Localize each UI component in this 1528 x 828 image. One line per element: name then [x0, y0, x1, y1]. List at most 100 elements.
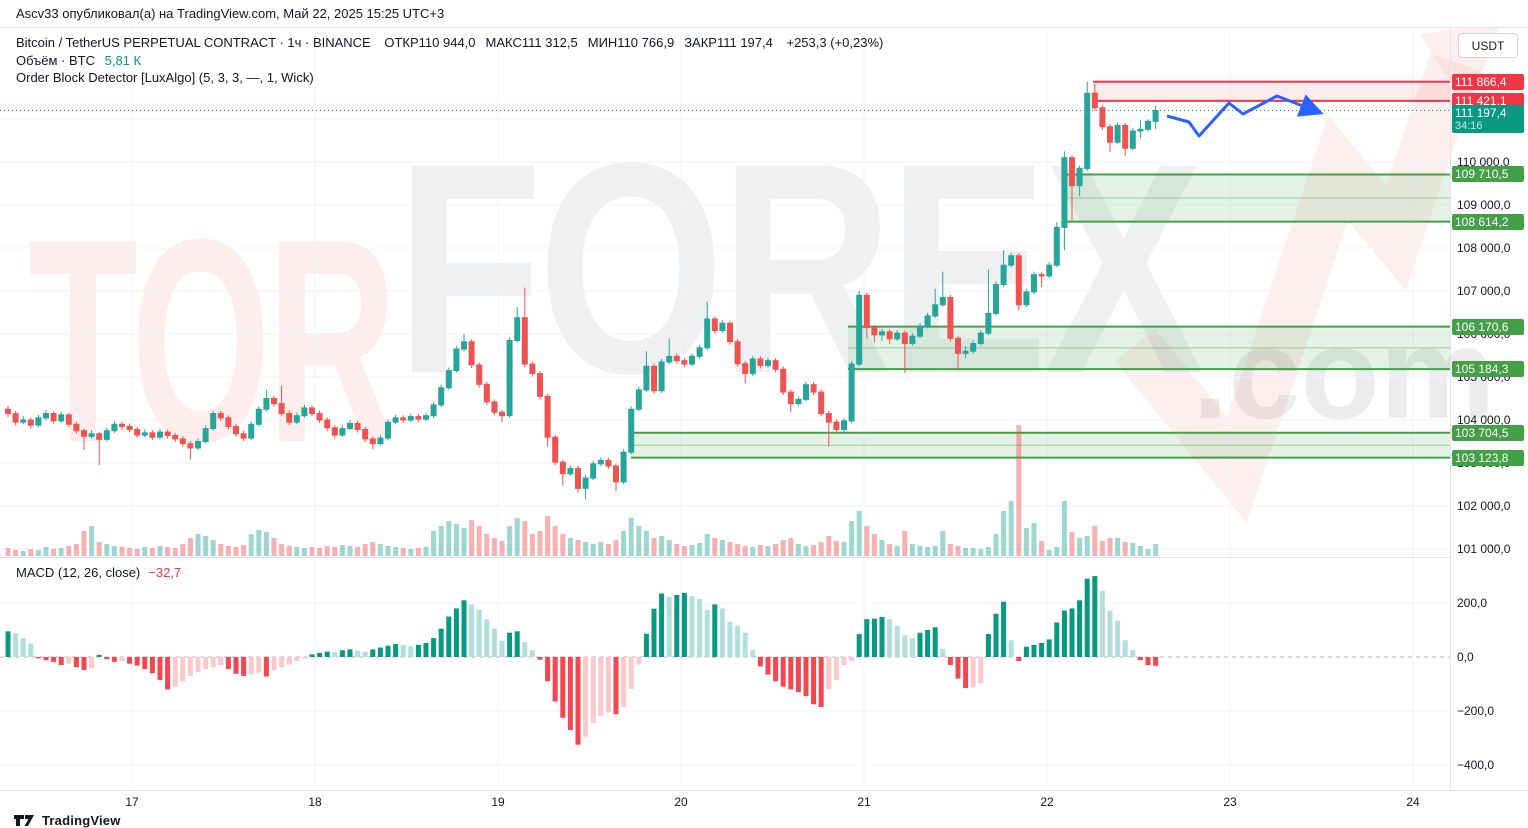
volume-bar	[659, 536, 665, 556]
macd-histogram-bar	[1099, 590, 1105, 657]
volume-bar	[271, 538, 277, 556]
candle-body	[917, 325, 923, 337]
volume-bar	[104, 544, 110, 556]
ohlc-segment: МАКС111 312,5	[485, 35, 578, 50]
macd-histogram-bar	[66, 657, 72, 664]
candle-body	[103, 430, 110, 440]
macd-histogram-bar	[902, 635, 908, 657]
volume-bar	[241, 545, 247, 556]
volume-bar	[1153, 544, 1159, 556]
volume-bar	[499, 541, 505, 556]
blue-arrow-drawing[interactable]	[1166, 94, 1324, 138]
candle-body	[559, 461, 566, 475]
macd-histogram-bar	[484, 619, 490, 657]
candle-body	[749, 358, 756, 375]
candle-body	[407, 416, 414, 421]
macd-histogram-bar	[621, 657, 627, 707]
macd-histogram-bar	[28, 643, 34, 657]
currency-toggle-button[interactable]: USDT	[1458, 33, 1518, 58]
volume-legend-row[interactable]: Объём · BTC 5,81 К	[16, 53, 141, 68]
macd-histogram-bar	[58, 657, 64, 666]
macd-histogram-bar	[552, 657, 558, 702]
volume-bar	[309, 547, 315, 556]
volume-bar	[195, 534, 201, 556]
volume-bar	[339, 545, 345, 556]
candle-body	[1145, 120, 1151, 130]
tradingview-logo-icon[interactable]	[14, 812, 36, 828]
macd-histogram-bar	[400, 645, 406, 657]
symbol-legend-row[interactable]: Bitcoin / TetherUS PERPETUAL CONTRACT · …	[16, 35, 893, 50]
volume-bar	[149, 548, 155, 556]
macd-histogram-bar	[947, 657, 953, 666]
candle-body	[765, 360, 771, 366]
candle-body	[483, 383, 490, 403]
volume-bar	[1145, 549, 1151, 556]
candle-body	[719, 322, 726, 332]
indicator-legend-row[interactable]: Order Block Detector [LuxAlgo] (5, 3, 3,…	[16, 70, 314, 85]
candle-body	[461, 341, 467, 350]
candle-body	[35, 417, 42, 426]
macd-histogram-bar	[301, 657, 307, 659]
macd-histogram-bar	[955, 657, 961, 679]
price-axis[interactable]	[1450, 28, 1528, 790]
macd-histogram-bar	[894, 625, 900, 657]
orderblock-zone-green	[1062, 174, 1450, 222]
volume-bar	[674, 544, 680, 556]
candle-body	[932, 304, 939, 317]
volume-bar	[180, 544, 186, 556]
macd-tick: −200,0	[1457, 704, 1495, 718]
candle-body	[879, 331, 885, 336]
volume-bar	[286, 546, 292, 556]
macd-histogram-bar	[195, 657, 201, 672]
candle-body	[1114, 124, 1121, 143]
volume-bar	[567, 538, 573, 556]
time-axis[interactable]	[0, 790, 1528, 813]
macd-histogram-bar	[438, 628, 444, 657]
macd-histogram-bar	[210, 657, 216, 668]
price-label-green: 103 123,8	[1452, 449, 1524, 466]
candle-body	[73, 423, 80, 432]
current-price-label: 111 197,4 34:16	[1452, 104, 1524, 133]
volume-bar	[909, 544, 915, 556]
price-tick: 101 000,0	[1457, 542, 1511, 556]
macd-histogram-bar	[1069, 608, 1075, 657]
candle-body	[111, 423, 118, 432]
volume-bar	[719, 540, 725, 556]
candle-body	[613, 465, 619, 483]
macd-histogram-bar	[1054, 622, 1060, 657]
volume-bar	[400, 548, 406, 556]
candle-body	[339, 428, 346, 436]
macd-legend-row[interactable]: MACD (12, 26, close) −32,7	[16, 565, 181, 580]
volume-bar	[408, 549, 414, 556]
macd-histogram-bar	[5, 631, 11, 657]
volume-bar	[256, 530, 262, 556]
candle-body	[1031, 274, 1037, 293]
candle-body	[96, 433, 103, 440]
volume-bar	[96, 542, 102, 556]
macd-histogram-bar	[925, 630, 931, 657]
ohlc-segment: МИН110 766,9	[587, 35, 675, 50]
volume-bar	[66, 546, 72, 556]
volume-bar	[613, 540, 619, 556]
macd-histogram-bar	[149, 657, 155, 674]
candle-body	[795, 398, 802, 405]
volume-bar	[887, 544, 893, 556]
macd-histogram-bar	[119, 657, 125, 662]
tradingview-brand-text[interactable]: TradingView	[42, 812, 121, 828]
volume-bar	[81, 531, 87, 556]
macd-histogram-bar	[142, 657, 148, 670]
volume-bar	[1001, 511, 1007, 556]
macd-histogram-bar	[598, 657, 604, 716]
volume-bar	[58, 548, 64, 556]
volume-bar	[978, 549, 984, 556]
pane-separator[interactable]	[0, 557, 1450, 558]
candle-body	[521, 317, 528, 365]
volume-bar	[187, 538, 193, 556]
macd-histogram-bar	[362, 651, 368, 657]
volume-bar	[51, 549, 57, 556]
candle-body	[673, 355, 680, 362]
volume-bar	[583, 542, 589, 556]
volume-bar	[689, 545, 695, 556]
macd-histogram-bar	[1107, 610, 1113, 657]
